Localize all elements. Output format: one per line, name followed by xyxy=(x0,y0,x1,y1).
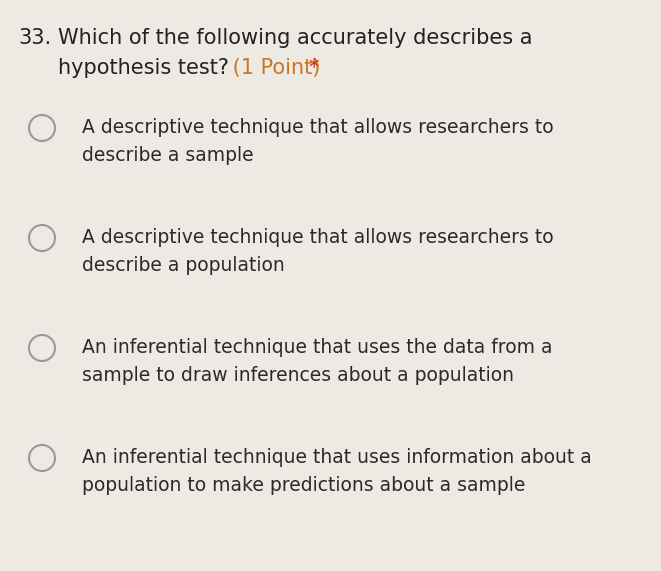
Text: Which of the following accurately describes a: Which of the following accurately descri… xyxy=(58,28,533,48)
Circle shape xyxy=(29,445,55,471)
Text: sample to draw inferences about a population: sample to draw inferences about a popula… xyxy=(82,366,514,385)
Text: (1 Point): (1 Point) xyxy=(226,58,327,78)
Text: An inferential technique that uses the data from a: An inferential technique that uses the d… xyxy=(82,338,553,357)
Text: A descriptive technique that allows researchers to: A descriptive technique that allows rese… xyxy=(82,228,554,247)
Text: 33.: 33. xyxy=(18,28,51,48)
Text: describe a sample: describe a sample xyxy=(82,146,254,165)
Circle shape xyxy=(29,335,55,361)
Circle shape xyxy=(29,115,55,141)
Text: describe a population: describe a population xyxy=(82,256,285,275)
Text: hypothesis test?: hypothesis test? xyxy=(58,58,229,78)
Text: *: * xyxy=(308,58,319,78)
Circle shape xyxy=(29,225,55,251)
Text: An inferential technique that uses information about a: An inferential technique that uses infor… xyxy=(82,448,592,467)
Text: A descriptive technique that allows researchers to: A descriptive technique that allows rese… xyxy=(82,118,554,137)
Text: population to make predictions about a sample: population to make predictions about a s… xyxy=(82,476,525,495)
